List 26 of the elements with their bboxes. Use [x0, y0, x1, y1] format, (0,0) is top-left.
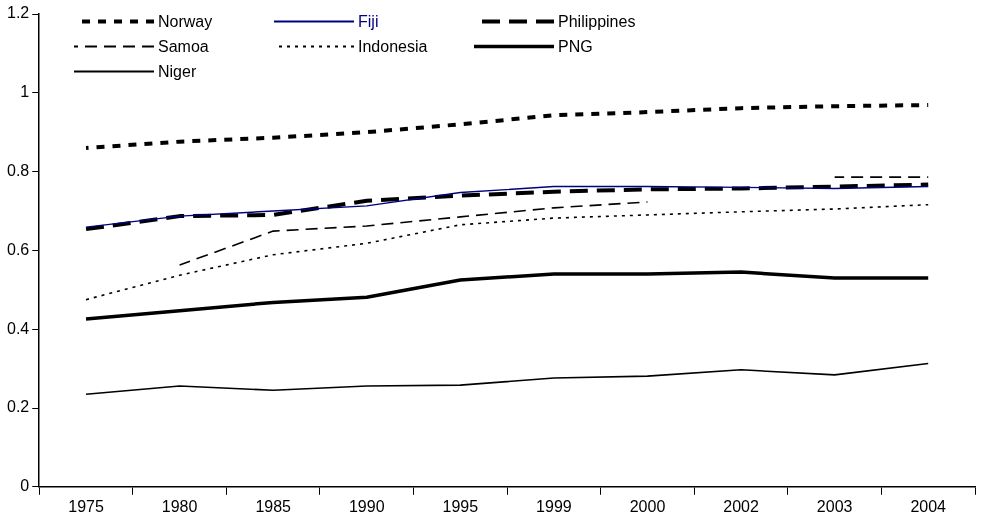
y-tick-label: 0 — [20, 477, 30, 495]
y-tick-label: 0.8 — [6, 162, 30, 180]
y-tick-label: 1 — [20, 83, 30, 101]
legend-label: Niger — [158, 62, 197, 80]
x-tick-label: 2004 — [910, 497, 947, 515]
legend-label: Norway — [158, 12, 213, 30]
y-tick-label: 0.2 — [6, 398, 30, 416]
x-tick-label: 1975 — [68, 497, 104, 515]
x-tick-label: 2002 — [723, 497, 759, 515]
legend-label: PNG — [558, 37, 593, 55]
y-tick-label: 0.6 — [6, 240, 30, 258]
x-tick-label: 1995 — [442, 497, 479, 515]
y-tick-label: 1.2 — [6, 4, 30, 22]
x-tick-label: 1999 — [536, 497, 572, 515]
x-tick-label: 1985 — [255, 497, 292, 515]
legend-label: Samoa — [158, 37, 209, 55]
line-series — [84, 103, 931, 150]
legend-label: Indonesia — [358, 37, 428, 55]
x-tick-label: 1990 — [348, 497, 385, 515]
x-tick-label: 2003 — [816, 497, 853, 515]
legend-label: Fiji — [358, 12, 379, 30]
x-tick-label: 2000 — [629, 497, 666, 515]
legend-label: Philippines — [558, 12, 636, 30]
y-tick-label: 0.4 — [6, 319, 30, 337]
x-tick-label: 1980 — [161, 497, 198, 515]
line-series — [85, 203, 930, 301]
